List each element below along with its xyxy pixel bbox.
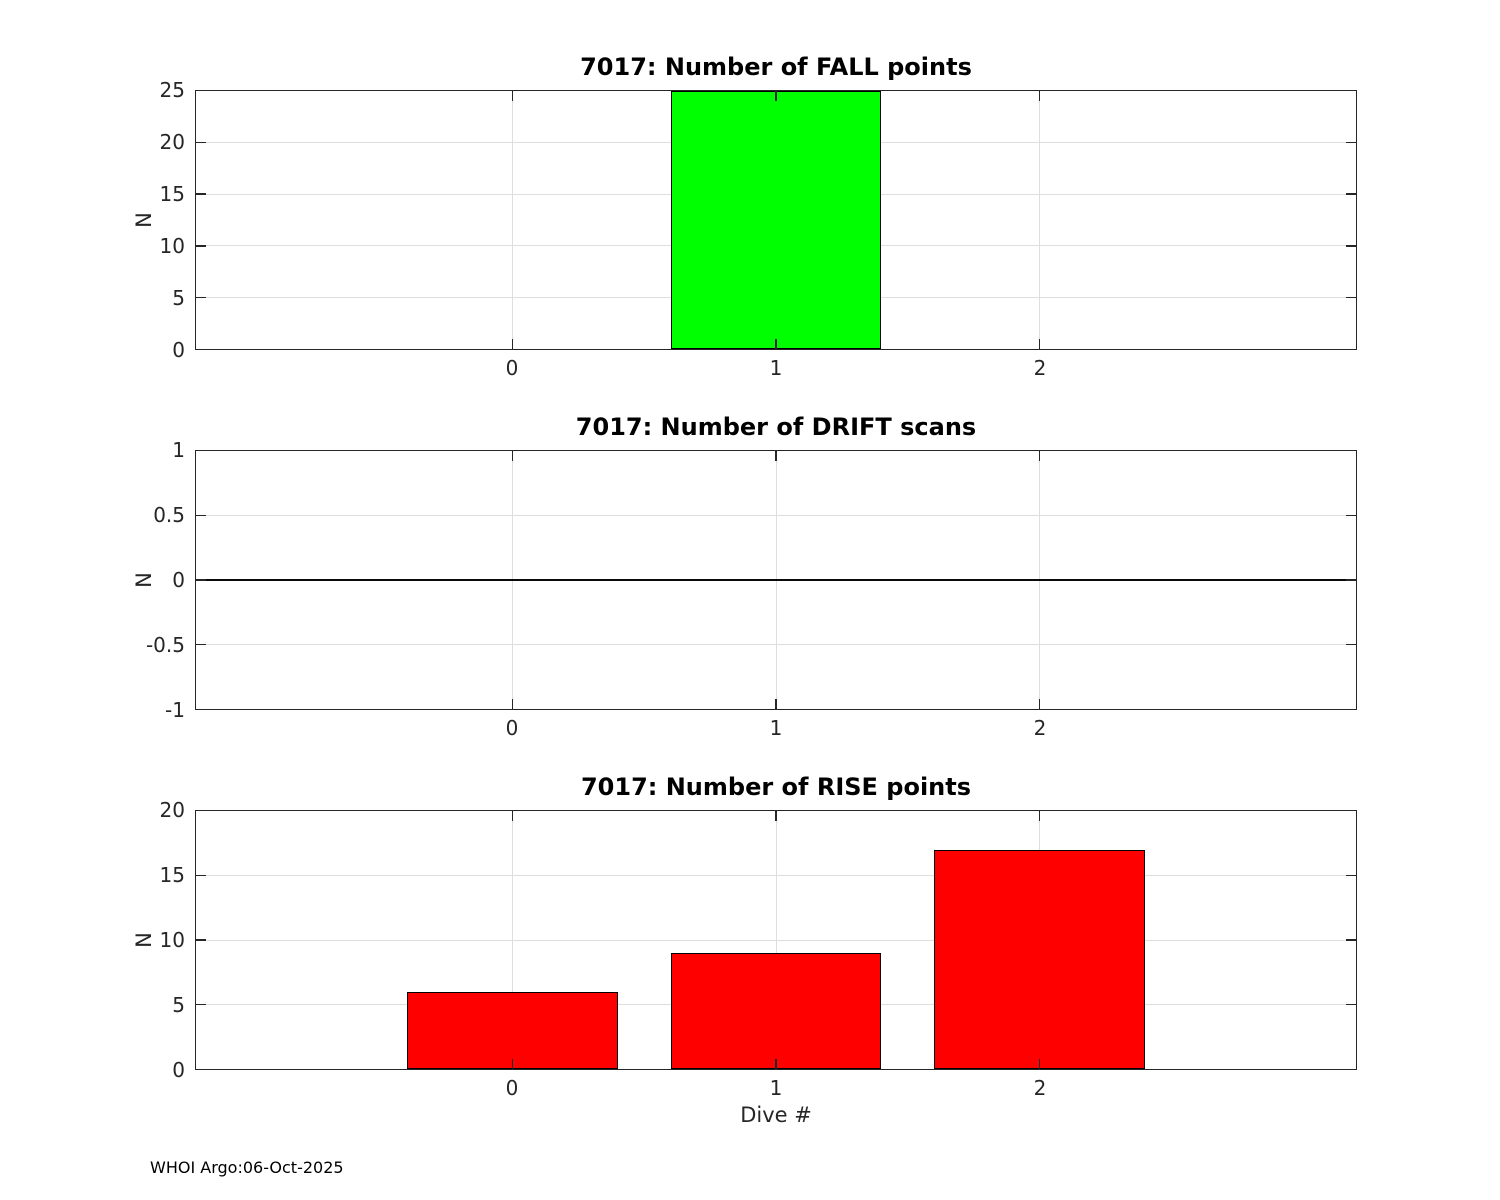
bar-dive-0 xyxy=(407,991,618,1069)
axis-tick xyxy=(1346,643,1356,646)
y-tick-label: 0 xyxy=(172,1058,185,1082)
axis-tick xyxy=(1038,811,1041,821)
axis-tick xyxy=(196,579,206,581)
y-tick-label: 10 xyxy=(159,928,185,952)
y-tick-label: 20 xyxy=(159,130,185,154)
axis-tick xyxy=(511,699,514,709)
x-tick-label: 2 xyxy=(1033,356,1047,380)
axis-tick xyxy=(196,643,206,646)
bar-dive-2 xyxy=(934,849,1145,1069)
drift-scans-title: 7017: Number of DRIFT scans xyxy=(575,413,977,441)
whoi-argo-datestamp: WHOI Argo:06-Oct-2025 xyxy=(150,1158,344,1177)
axis-tick xyxy=(1038,339,1041,349)
grid-line-horizontal xyxy=(196,515,1356,516)
axis-tick xyxy=(511,811,514,821)
axis-tick xyxy=(1038,699,1041,709)
axis-tick xyxy=(1346,579,1356,581)
axis-tick xyxy=(1346,514,1356,517)
axis-tick xyxy=(1346,874,1356,877)
fall-points-ylabel: N xyxy=(132,212,156,228)
fall-points-subplot: 7017: Number of FALL points N 0 5 10 15 20 25… xyxy=(132,53,1357,380)
axis-tick xyxy=(511,1059,514,1069)
y-tick-label: -0.5 xyxy=(145,633,185,657)
x-tick-label: 2 xyxy=(1033,1076,1047,1100)
axis-tick xyxy=(1346,141,1356,144)
x-tick-label: 0 xyxy=(505,356,519,380)
drift-scans-plot-area xyxy=(195,450,1357,710)
fall-points-title: 7017: Number of FALL points xyxy=(580,53,972,81)
axis-tick xyxy=(1346,245,1356,247)
axis-tick xyxy=(511,339,514,349)
axis-tick xyxy=(775,811,777,821)
x-tick-label: 1 xyxy=(769,716,783,740)
bar-dive-1 xyxy=(670,952,882,1069)
axis-tick xyxy=(1038,1059,1041,1069)
x-tick-label: 0 xyxy=(505,1076,519,1100)
axis-tick xyxy=(196,939,206,941)
axis-tick xyxy=(775,451,777,461)
axis-tick xyxy=(196,245,206,247)
y-tick-label: -1 xyxy=(165,698,185,722)
axis-tick xyxy=(196,874,206,877)
y-tick-label: 15 xyxy=(159,863,185,887)
y-tick-label: 5 xyxy=(172,993,185,1017)
fall-points-plot-area xyxy=(195,90,1357,350)
grid-line-vertical xyxy=(1039,91,1041,349)
y-tick-label: 0 xyxy=(172,338,185,362)
axis-tick xyxy=(1038,451,1041,461)
y-tick-label: 25 xyxy=(159,78,185,102)
axis-tick xyxy=(196,193,206,195)
x-tick-label: 0 xyxy=(505,716,519,740)
zero-line xyxy=(196,579,1356,581)
dive-number-axis-label: Dive # xyxy=(740,1103,812,1127)
axis-tick xyxy=(196,296,206,299)
axis-tick xyxy=(196,1003,206,1006)
axis-tick xyxy=(775,91,777,101)
y-tick-label: 15 xyxy=(159,182,185,206)
grid-line-vertical xyxy=(511,91,513,349)
drift-scans-subplot: 7017: Number of DRIFT scans N -1 -0.5 0 0.5… xyxy=(132,413,1357,740)
y-tick-label: 1 xyxy=(172,438,185,462)
y-tick-label: 0 xyxy=(172,568,185,592)
grid-line-horizontal xyxy=(196,644,1356,645)
axis-tick xyxy=(511,91,514,101)
axis-tick xyxy=(1346,939,1356,941)
axis-tick xyxy=(196,141,206,144)
grid-line-horizontal xyxy=(196,875,1356,876)
x-tick-label: 1 xyxy=(769,1076,783,1100)
axis-tick xyxy=(775,339,777,349)
y-tick-label: 10 xyxy=(159,234,185,258)
rise-points-plot-area xyxy=(195,810,1357,1070)
x-tick-label: 1 xyxy=(769,356,783,380)
axis-tick xyxy=(1346,1003,1356,1006)
x-tick-label: 2 xyxy=(1033,716,1047,740)
rise-points-title: 7017: Number of RISE points xyxy=(580,773,972,801)
axis-tick xyxy=(775,699,777,709)
axis-tick xyxy=(775,1059,777,1069)
axis-tick xyxy=(1346,193,1356,195)
y-tick-label: 0.5 xyxy=(153,503,185,527)
y-tick-label: 5 xyxy=(172,286,185,310)
axis-tick xyxy=(1346,296,1356,299)
axis-tick xyxy=(511,451,514,461)
y-tick-label: 20 xyxy=(159,798,185,822)
grid-line-horizontal xyxy=(196,939,1356,941)
axis-tick xyxy=(196,514,206,517)
bar-dive-1 xyxy=(670,91,882,349)
axis-tick xyxy=(1038,91,1041,101)
